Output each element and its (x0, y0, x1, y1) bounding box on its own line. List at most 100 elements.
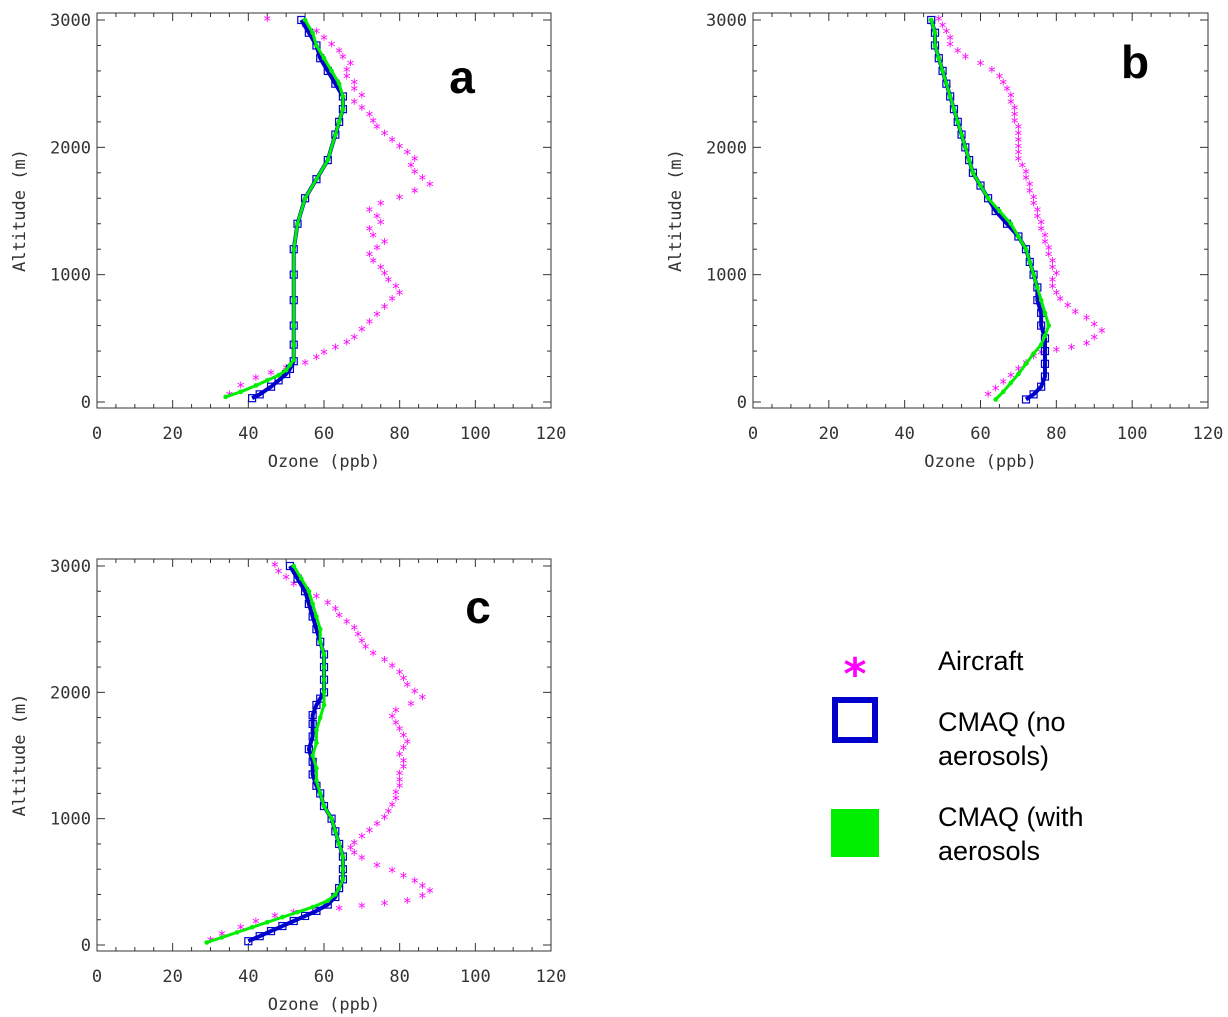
aircraft-point: * (1015, 152, 1023, 170)
aircraft-point: * (1037, 222, 1045, 240)
legend-item: CMAQ (with aerosols (831, 802, 1084, 866)
x-tick-label: 80 (1046, 424, 1066, 444)
series-cmaq_with_aerosols (223, 17, 346, 400)
aircraft-point: * (946, 37, 954, 55)
aircraft-point: * (373, 241, 381, 259)
aircraft-point: * (385, 273, 393, 291)
aircraft-point: * (1072, 305, 1080, 323)
aircraft-point: * (1015, 146, 1023, 164)
aircraft-point: * (351, 95, 359, 113)
aircraft-point: * (396, 286, 404, 304)
aircraft-point: * (1007, 369, 1015, 387)
aircraft-point: * (396, 773, 404, 791)
aircraft-point: * (1015, 127, 1023, 145)
aircraft-point: * (1041, 228, 1049, 246)
aircraft-point: * (396, 766, 404, 784)
aircraft-point: * (381, 267, 389, 285)
aircraft-point: * (369, 646, 377, 664)
aircraft-point: * (996, 69, 1004, 87)
aircraft-point: * (419, 171, 427, 189)
profile-line-cmaq_with_aerosols (206, 565, 345, 944)
aircraft-point: * (377, 260, 385, 278)
aircraft-point: * (264, 12, 272, 30)
aircraft-point: * (366, 203, 374, 221)
aircraft-point: * (388, 710, 396, 728)
aircraft-point: * (1030, 349, 1038, 367)
aircraft-point: * (935, 12, 943, 30)
aircraft-point: * (343, 63, 351, 81)
aircraft-point: * (407, 158, 415, 176)
aircraft-point: * (351, 621, 359, 639)
x-tick-label: 120 (536, 967, 567, 987)
aircraft-point: * (984, 388, 992, 406)
aircraft-point: * (1053, 343, 1061, 361)
aircraft-point: * (1068, 341, 1076, 359)
x-tick-label: 60 (970, 424, 990, 444)
aircraft-point: * (392, 716, 400, 734)
aircraft-point: * (369, 228, 377, 246)
aircraft-point: * (252, 371, 260, 389)
aircraft-point: * (320, 346, 328, 364)
aircraft-point: * (1049, 254, 1057, 272)
chart-panel-c: 0 20 40 60 80 100 120 0 1000 2000 3000 Ozone (ppb) A… (10, 557, 566, 1015)
aircraft-point: * (267, 366, 275, 384)
aircraft-point: * (392, 703, 400, 721)
aircraft-point: * (426, 884, 434, 902)
aircraft-point: * (335, 44, 343, 62)
aircraft-point: * (407, 697, 415, 715)
aircraft-point: * (1083, 337, 1091, 355)
aircraft-point: * (328, 37, 336, 55)
aircraft-point: * (366, 315, 374, 333)
aircraft-point: * (381, 127, 389, 145)
aircraft-point: * (388, 864, 396, 882)
aircraft-point: * (373, 859, 381, 877)
aircraft-point: * (1049, 260, 1057, 278)
aircraft-point: * (351, 836, 359, 854)
aircraft-point: * (351, 82, 359, 100)
series-cmaq_with_aerosols (204, 563, 346, 945)
aircraft-point: * (366, 222, 374, 240)
legend-label: CMAQ (with (938, 802, 1084, 832)
aircraft-point: * (1064, 299, 1072, 317)
aircraft-point: * (313, 590, 321, 608)
aircraft-point: * (392, 785, 400, 803)
aircraft-point: * (403, 678, 411, 696)
chart-panel-b: 0 20 40 60 80 100 120 0 1000 2000 3000 Ozone (ppb) A… (666, 11, 1223, 472)
x-tick-label: 120 (1193, 424, 1224, 444)
aircraft-point: * (381, 897, 389, 915)
aircraft-point: * (977, 57, 985, 75)
aircraft-point: * (343, 615, 351, 633)
aircraft-point: * (954, 44, 962, 62)
aircraft-point: * (411, 184, 419, 202)
aircraft-point: * (392, 792, 400, 810)
legend-item: CMAQ (no aerosols) (832, 697, 1066, 771)
aircraft-point: * (1045, 248, 1053, 266)
aircraft-point: * (400, 672, 408, 690)
aircraft-point: * (335, 902, 343, 920)
aircraft-point: * (403, 146, 411, 164)
aircraft-point: * (366, 108, 374, 126)
aircraft-point: * (403, 735, 411, 753)
y-tick-label: 2000 (706, 138, 747, 158)
aircraft-point: * (400, 754, 408, 772)
y-tick-label: 0 (81, 936, 91, 956)
aircraft-point: * (1015, 133, 1023, 151)
x-tick-label: 20 (819, 424, 839, 444)
aircraft-point: * (354, 627, 362, 645)
aircraft-point: * (1000, 76, 1008, 94)
aircraft-point: * (388, 292, 396, 310)
x-tick-label: 0 (92, 967, 102, 987)
aircraft-point: * (313, 351, 321, 369)
x-tick-label: 100 (1117, 424, 1148, 444)
aircraft-point: * (332, 602, 340, 620)
aircraft-point: * (385, 804, 393, 822)
aircraft-point: * (396, 139, 404, 157)
aircraft-point: * (339, 50, 347, 68)
aircraft-point: * (396, 190, 404, 208)
aircraft-point: * (1045, 241, 1053, 259)
x-tick-label: 80 (389, 424, 409, 444)
y-tick-label: 1000 (50, 266, 91, 286)
aircraft-point: * (1015, 120, 1023, 138)
aircraft-point: * (411, 152, 419, 170)
